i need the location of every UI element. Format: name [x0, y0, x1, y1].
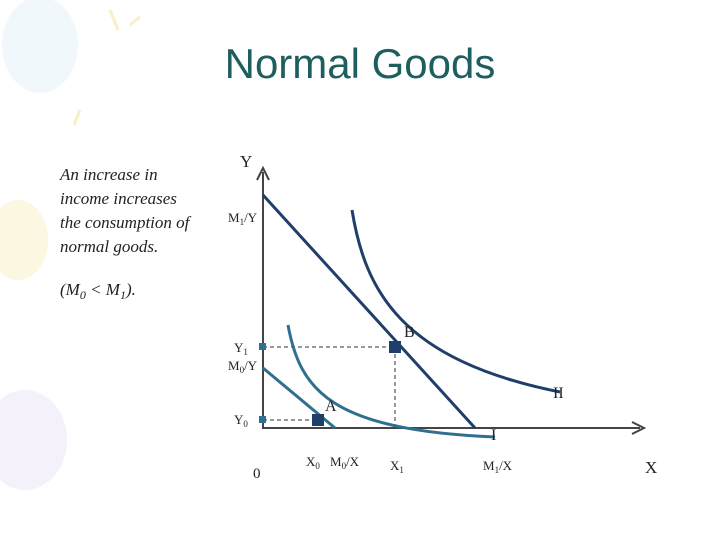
subscript: 0 — [243, 419, 248, 429]
text: X — [390, 458, 400, 473]
subscript: 1 — [399, 465, 404, 475]
subscript: 0 — [342, 461, 347, 471]
point-label: B — [404, 324, 415, 341]
note-line: income increases — [60, 189, 177, 208]
text: /Y — [244, 210, 258, 225]
indifference-curve-ii — [350, 209, 561, 394]
note: An increase in income increases the cons… — [59, 165, 192, 302]
note-line: An increase in — [59, 165, 158, 184]
text: M — [330, 454, 342, 469]
y-axis-label: Y — [240, 152, 252, 171]
text: /Y — [244, 358, 258, 373]
y-label: Y0 — [234, 412, 248, 429]
text: < M — [86, 280, 121, 299]
text: M — [228, 358, 240, 373]
axes — [256, 165, 647, 435]
x-axis-label: X — [645, 458, 657, 477]
arrow — [631, 421, 647, 435]
text: (M — [60, 280, 81, 299]
text: M — [228, 210, 240, 225]
text: /X — [346, 454, 360, 469]
origin-label: 0 — [253, 466, 261, 482]
x-label: M0/X — [330, 454, 360, 471]
y-label: M1/Y — [228, 210, 258, 227]
tick — [259, 343, 266, 350]
x-label: X0 — [306, 454, 320, 471]
text: X — [306, 454, 316, 469]
subscript: 1 — [243, 347, 248, 357]
x-label: M1/X — [483, 458, 513, 475]
tick — [259, 416, 266, 423]
subscript: 0 — [315, 461, 320, 471]
subscript: 0 — [240, 365, 245, 375]
text: /X — [499, 458, 513, 473]
note-line: normal goods. — [60, 237, 158, 256]
title: Normal Goods — [225, 40, 496, 87]
lines — [261, 193, 561, 439]
text: Y — [234, 412, 244, 427]
x-label: X1 — [390, 458, 404, 475]
point-label: A — [325, 398, 337, 415]
text: ). — [125, 280, 136, 299]
y-label: M0/Y — [228, 358, 258, 375]
point-b — [389, 341, 401, 353]
subscript: 1 — [495, 465, 500, 475]
curve-label: II — [553, 385, 564, 402]
arrow — [256, 165, 270, 181]
subscript: 1 — [120, 288, 126, 302]
condition: (M0 < M1). — [60, 280, 136, 302]
point-a — [312, 414, 324, 426]
dashed-guides — [263, 346, 396, 428]
indifference-curve-i — [286, 324, 496, 439]
labels: Y X 0 M1/Y Y1 M0/Y Y0 X0 M0/X X1 M1/X B … — [228, 152, 657, 482]
text: Y — [234, 340, 244, 355]
subscript: 1 — [240, 217, 245, 227]
decoration — [0, 0, 141, 490]
text: M — [483, 458, 495, 473]
y-label: Y1 — [234, 340, 248, 357]
budget-line-high — [261, 193, 477, 430]
note-line: the consumption of — [60, 213, 192, 232]
curve-label: I — [491, 427, 496, 444]
subscript: 0 — [80, 288, 86, 302]
